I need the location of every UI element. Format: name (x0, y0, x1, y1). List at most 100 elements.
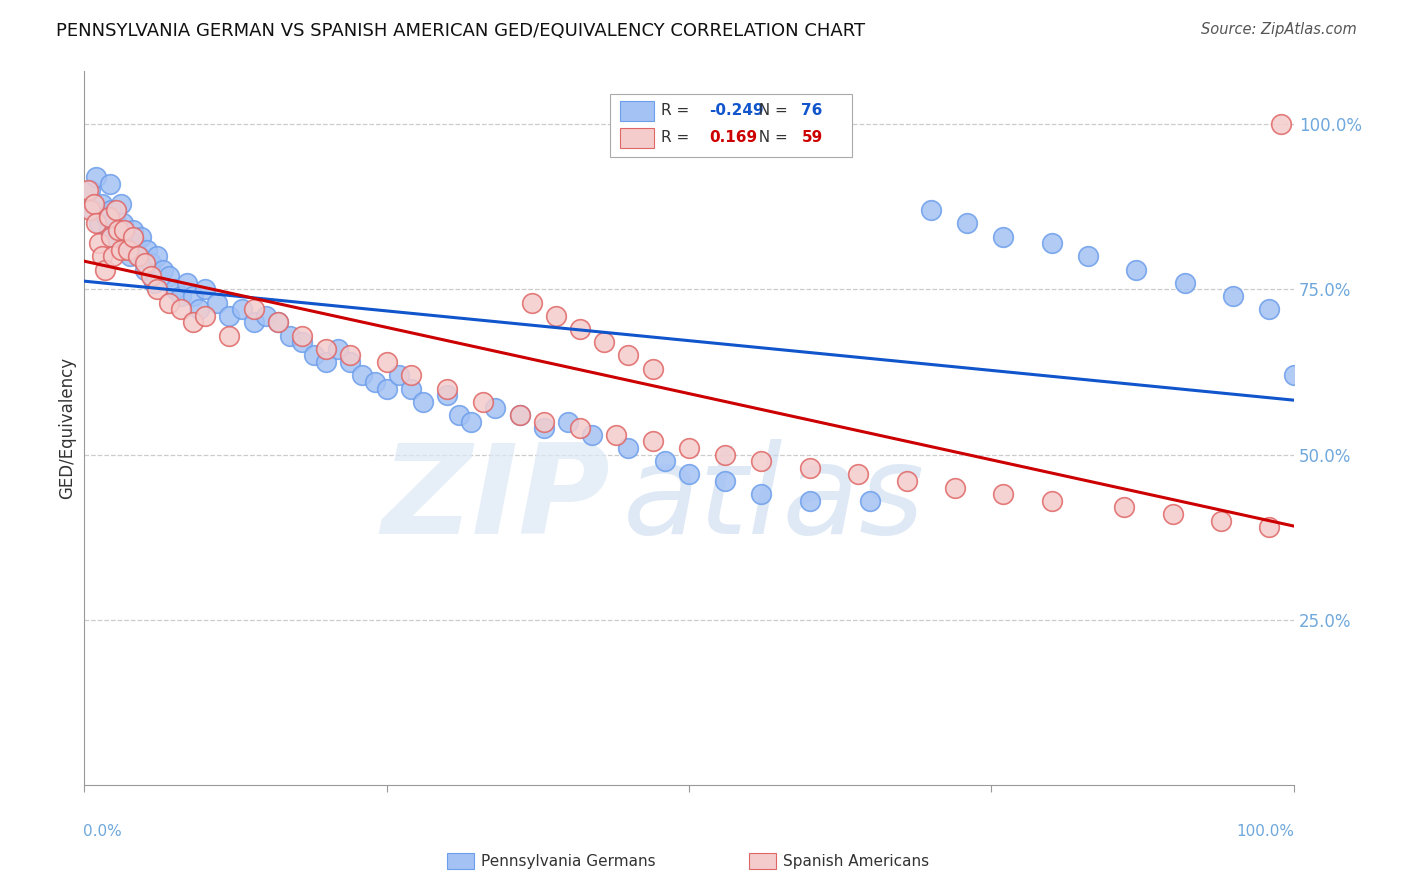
Text: 100.0%: 100.0% (1237, 824, 1295, 839)
Point (124, 236, 146, 251)
Point (291, 328, 314, 343)
Point (641, 361, 664, 376)
Point (641, 434, 664, 449)
Point (533, 421, 555, 435)
Point (242, 302, 264, 317)
Point (115, 236, 138, 251)
Point (1077, 249, 1099, 263)
Point (509, 408, 531, 422)
Point (105, 223, 128, 237)
Point (557, 415, 579, 429)
Text: Pennsylvania Germans: Pennsylvania Germans (481, 854, 655, 869)
Text: Spanish Americans: Spanish Americans (783, 854, 929, 869)
Point (170, 302, 193, 317)
FancyBboxPatch shape (749, 854, 776, 869)
Point (1114, 500, 1136, 515)
Point (993, 229, 1015, 244)
Point (267, 315, 290, 329)
Point (1270, 117, 1292, 131)
Point (176, 276, 198, 290)
Point (1040, 493, 1063, 508)
Point (714, 474, 737, 488)
Point (1222, 289, 1244, 303)
Text: 0.169: 0.169 (710, 130, 758, 145)
Point (83, 196, 105, 211)
Point (654, 454, 676, 468)
Point (103, 249, 125, 263)
Point (484, 401, 506, 416)
Point (242, 315, 264, 329)
FancyBboxPatch shape (610, 95, 852, 157)
Point (79, 203, 101, 218)
Point (128, 249, 150, 263)
Point (97, 223, 120, 237)
Point (956, 216, 979, 230)
Text: 59: 59 (801, 130, 823, 145)
Point (352, 368, 374, 383)
Point (339, 349, 361, 363)
Point (79, 183, 101, 197)
Point (328, 342, 350, 356)
Point (315, 342, 337, 356)
Point (846, 467, 869, 482)
Point (678, 467, 700, 482)
Point (302, 349, 325, 363)
Point (87, 216, 110, 230)
Point (581, 427, 603, 442)
Point (920, 203, 942, 218)
Point (139, 269, 162, 284)
Point (436, 388, 458, 402)
Point (170, 289, 193, 303)
Point (91, 249, 114, 263)
Point (218, 328, 240, 343)
Text: 76: 76 (801, 103, 823, 118)
Text: R =: R = (661, 130, 695, 145)
Point (399, 382, 422, 396)
Point (593, 335, 616, 350)
Point (520, 295, 543, 310)
Point (146, 249, 169, 263)
Point (181, 289, 204, 303)
Point (157, 295, 180, 310)
Point (104, 203, 127, 218)
Point (751, 487, 773, 501)
Point (129, 229, 152, 244)
Point (460, 415, 482, 429)
Point (896, 474, 918, 488)
Point (375, 382, 398, 396)
Point (121, 229, 143, 244)
Point (104, 210, 127, 224)
FancyBboxPatch shape (447, 854, 474, 869)
Point (544, 309, 567, 323)
Point (110, 196, 132, 211)
Point (278, 328, 301, 343)
Point (617, 441, 640, 455)
Point (127, 249, 149, 263)
Point (388, 368, 411, 383)
Point (152, 262, 174, 277)
Point (714, 448, 737, 462)
Point (218, 309, 240, 323)
Point (412, 394, 434, 409)
Point (993, 487, 1015, 501)
Point (112, 216, 135, 230)
Point (194, 309, 217, 323)
Point (1040, 236, 1063, 251)
Point (134, 262, 156, 277)
Point (94, 210, 117, 224)
Point (799, 493, 821, 508)
Point (94, 262, 117, 277)
Text: 0.0%: 0.0% (83, 824, 122, 839)
Point (315, 355, 337, 369)
Text: N =: N = (749, 130, 793, 145)
Point (86, 216, 108, 230)
Point (112, 223, 135, 237)
Point (1282, 368, 1305, 383)
Point (188, 302, 211, 317)
Point (98, 177, 121, 191)
Point (1209, 514, 1232, 528)
Point (91, 196, 114, 211)
Point (207, 295, 229, 310)
Point (1125, 262, 1147, 277)
Point (339, 355, 361, 369)
